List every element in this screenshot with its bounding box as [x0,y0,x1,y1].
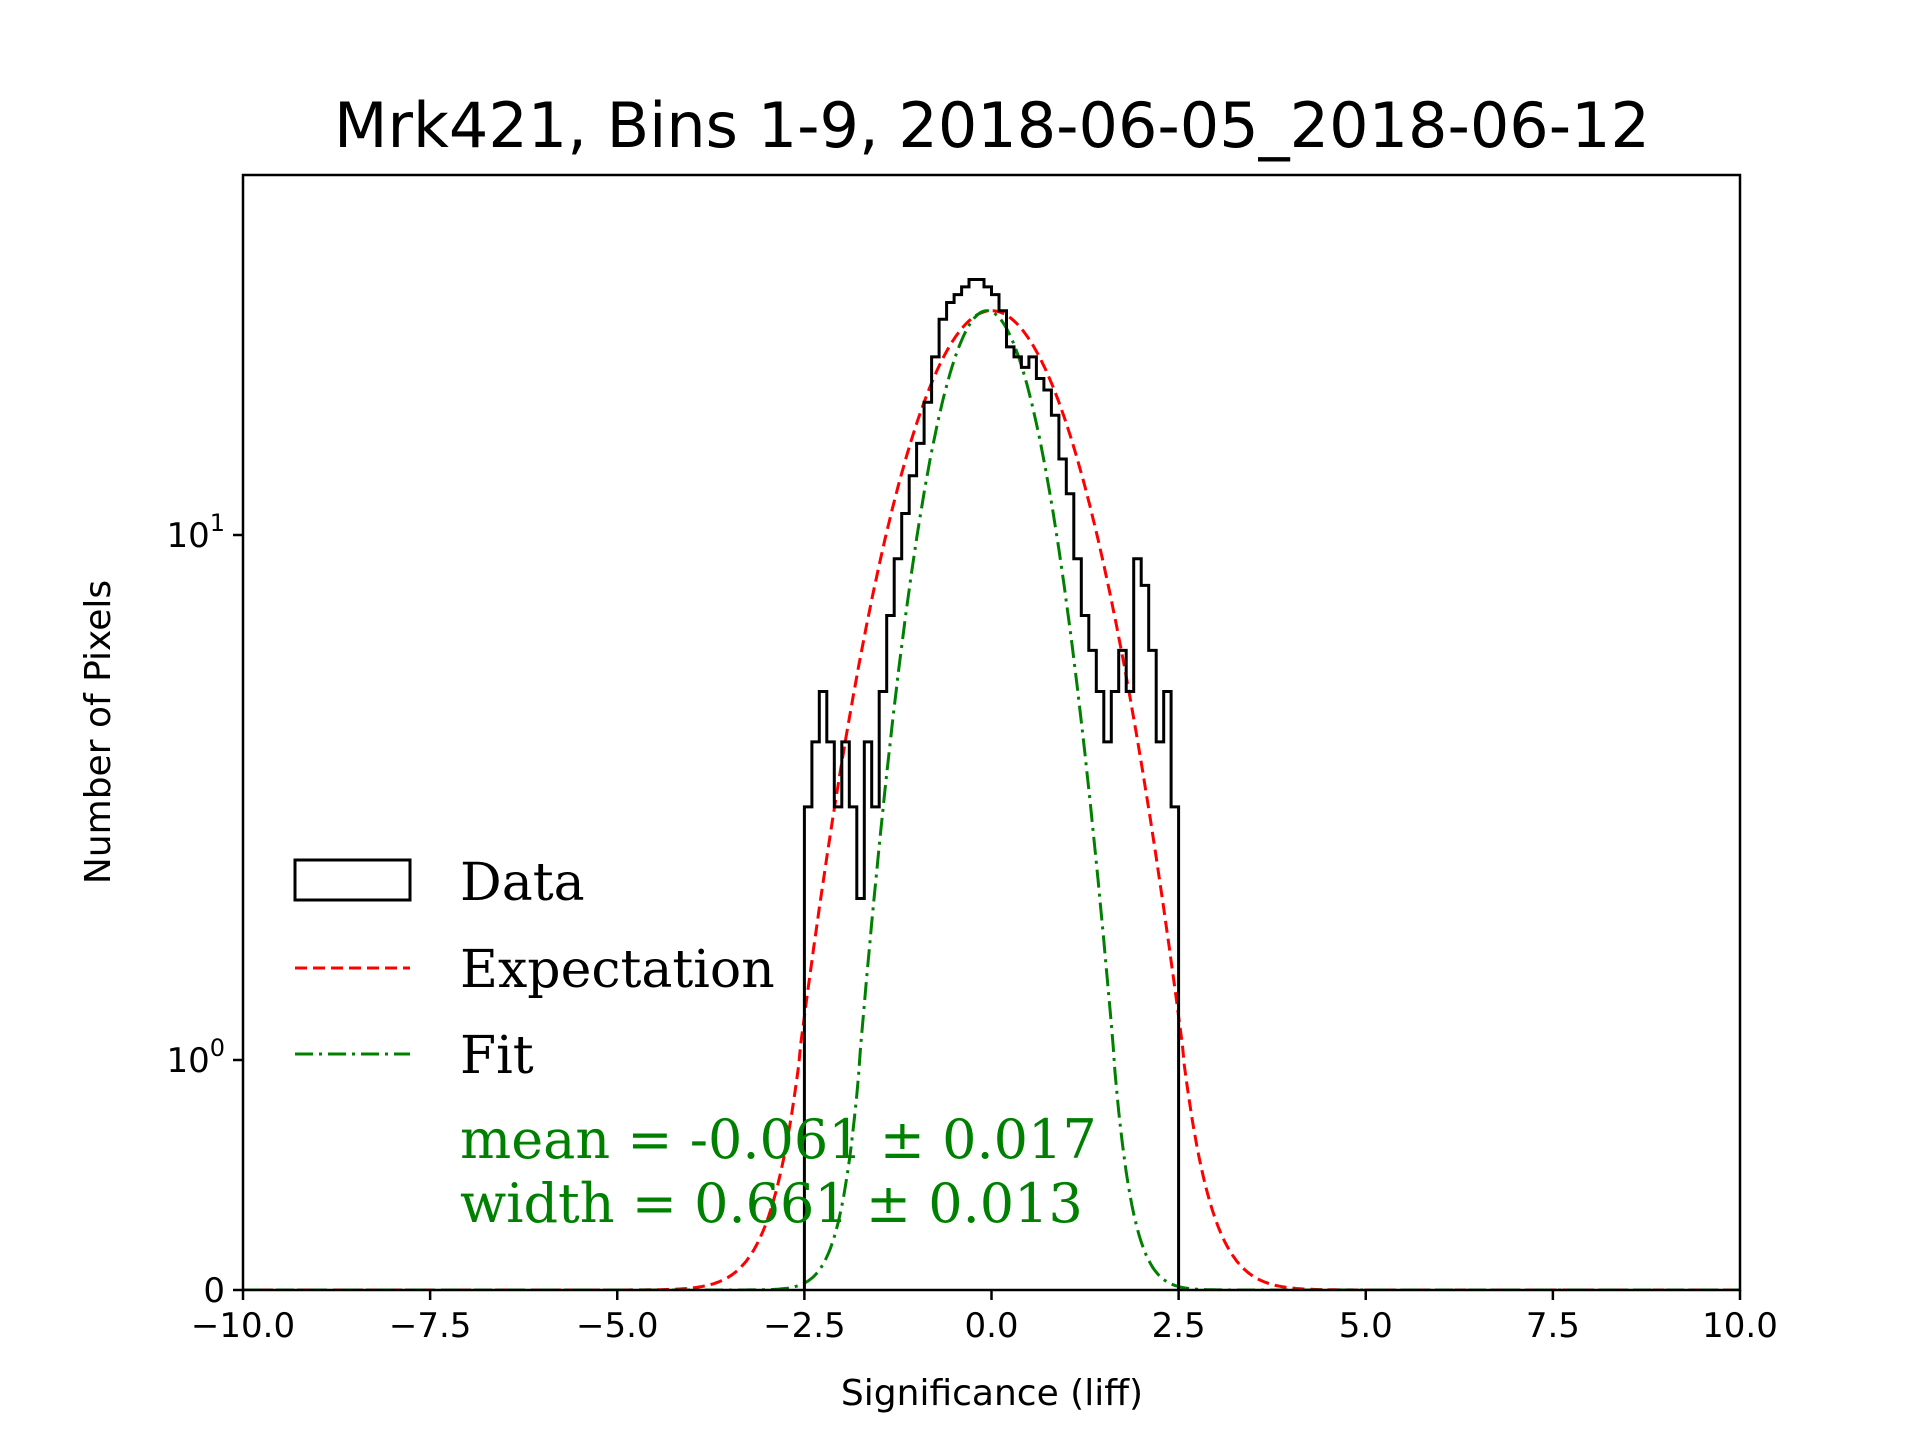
legend-expectation-label: Expectation [460,940,775,1000]
x-tick-label: 5.0 [1339,1306,1393,1346]
fit-mean-annotation: mean = -0.061 ± 0.017 [460,1108,1097,1171]
x-axis-label: Significance (liff) [841,1373,1143,1414]
y-tick-label: 0 [203,1271,225,1311]
y-tick-label: 100 [166,1034,225,1081]
chart-title: Mrk421, Bins 1-9, 2018-06-05_2018-06-12 [334,89,1650,162]
x-tick-label: 7.5 [1526,1306,1580,1346]
x-tick-label: −7.5 [389,1306,472,1346]
data-histogram [802,278,1181,1290]
plot-area [243,278,1740,1290]
x-tick-label: −10.0 [191,1306,295,1346]
x-axis: −10.0 −7.5 −5.0 −2.5 0.0 2.5 5.0 7.5 10.0 [191,1290,1778,1346]
x-tick-label: −5.0 [576,1306,659,1346]
legend: Data Expectation Fit [293,853,775,1086]
x-tick-label: 10.0 [1702,1306,1778,1346]
x-tick-label: 0.0 [964,1306,1018,1346]
fit-width-annotation: width = 0.661 ± 0.013 [460,1172,1083,1235]
y-tick-label: 101 [166,509,225,556]
y-axis: 0 100 101 [166,509,243,1311]
y-axis-label: Number of Pixels [78,580,119,884]
x-tick-label: −2.5 [763,1306,846,1346]
legend-data-label: Data [460,853,585,913]
legend-fit-label: Fit [460,1026,534,1086]
x-tick-label: 2.5 [1152,1306,1206,1346]
legend-data-swatch [293,858,412,902]
